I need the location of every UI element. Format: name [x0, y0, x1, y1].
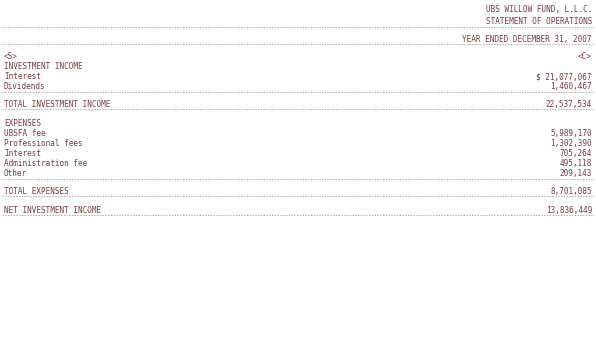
- Text: 8,701,085: 8,701,085: [550, 187, 592, 196]
- Text: 705,264: 705,264: [560, 149, 592, 158]
- Text: Professional fees: Professional fees: [4, 139, 83, 148]
- Text: 5,989,170: 5,989,170: [550, 129, 592, 138]
- Text: 1,302,390: 1,302,390: [550, 139, 592, 148]
- Text: Dividends: Dividends: [4, 82, 46, 91]
- Text: Interest: Interest: [4, 72, 41, 81]
- Text: TOTAL INVESTMENT INCOME: TOTAL INVESTMENT INCOME: [4, 100, 110, 109]
- Text: Other: Other: [4, 169, 27, 178]
- Text: Administration fee: Administration fee: [4, 159, 87, 168]
- Text: 209,143: 209,143: [560, 169, 592, 178]
- Text: 22,537,534: 22,537,534: [546, 100, 592, 109]
- Text: 495,118: 495,118: [560, 159, 592, 168]
- Text: UBS WILLOW FUND, L.L.C.: UBS WILLOW FUND, L.L.C.: [486, 5, 592, 14]
- Text: <C>: <C>: [578, 52, 592, 61]
- Text: UBSFA fee: UBSFA fee: [4, 129, 46, 138]
- Text: Interest: Interest: [4, 149, 41, 158]
- Text: 1,460,467: 1,460,467: [550, 82, 592, 91]
- Text: 13,836,449: 13,836,449: [546, 206, 592, 215]
- Text: INVESTMENT INCOME: INVESTMENT INCOME: [4, 62, 83, 71]
- Text: <S>: <S>: [4, 52, 18, 61]
- Text: YEAR ENDED DECEMBER 31, 2007: YEAR ENDED DECEMBER 31, 2007: [462, 35, 592, 44]
- Text: TOTAL EXPENSES: TOTAL EXPENSES: [4, 187, 69, 196]
- Text: $ 21,077,067: $ 21,077,067: [536, 72, 592, 81]
- Text: EXPENSES: EXPENSES: [4, 119, 41, 128]
- Text: STATEMENT OF OPERATIONS: STATEMENT OF OPERATIONS: [486, 17, 592, 26]
- Text: NET INVESTMENT INCOME: NET INVESTMENT INCOME: [4, 206, 101, 215]
